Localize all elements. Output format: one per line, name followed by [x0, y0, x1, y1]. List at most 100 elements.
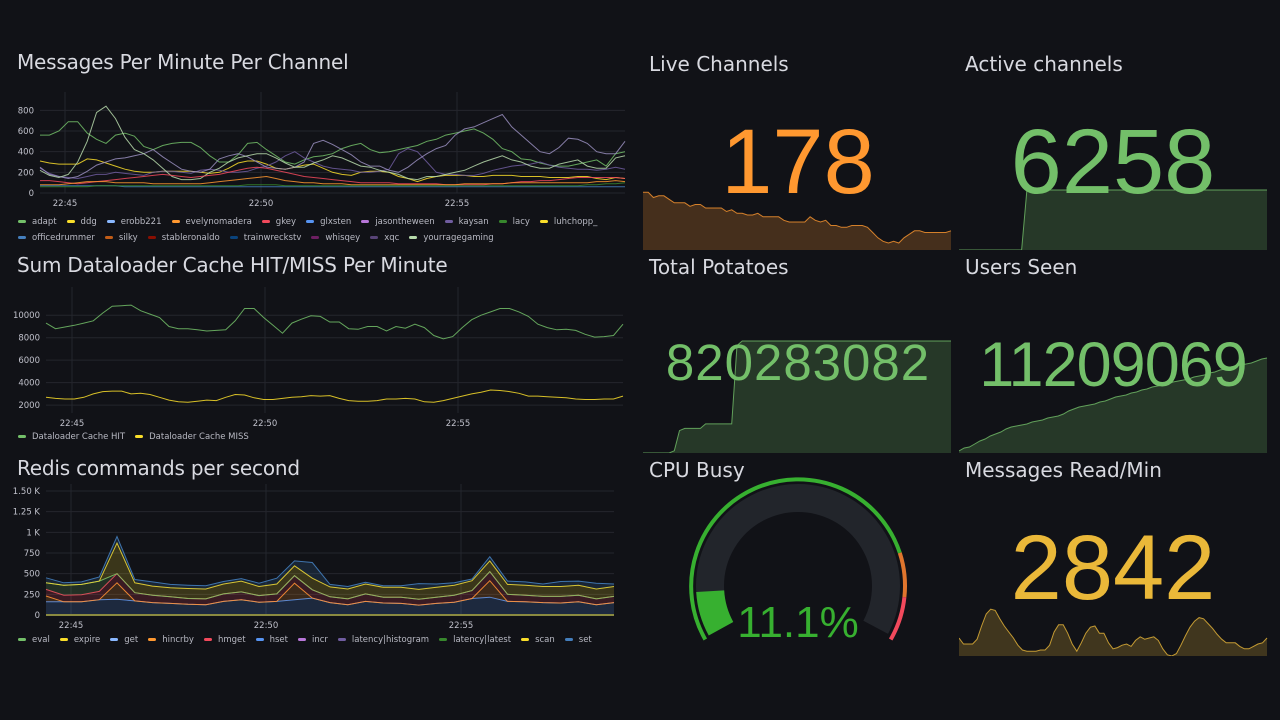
legend: Dataloader Cache HIT Dataloader Cache MIS… [18, 432, 259, 442]
legend: eval expire get hincrby hmget hset incr latency… [18, 635, 602, 645]
legend-item[interactable]: lacy [498, 214, 530, 230]
legend-item[interactable]: hset [255, 635, 288, 645]
legend-item[interactable]: hincrby [148, 635, 194, 645]
legend-item[interactable]: evelynomadera [171, 214, 252, 230]
legend-item[interactable]: scan [521, 635, 555, 645]
y-tick-label: 500 [24, 570, 40, 580]
legend-swatch [564, 638, 573, 641]
legend-item[interactable]: Dataloader Cache HIT [18, 432, 125, 442]
legend-swatch [297, 638, 306, 641]
total-potatoes-sparkline [643, 340, 951, 453]
legend-item[interactable]: ddg [66, 214, 97, 230]
legend-swatch [203, 638, 212, 641]
sparkline-line [959, 608, 1268, 656]
x-tick-label: 22:55 [445, 199, 470, 209]
series-line-Dataloader Cache HIT [45, 304, 624, 340]
panel-redis-commands[interactable]: Redis commands per second 0 250 500 750 1 K 1… [0, 456, 640, 656]
panel-live-channels[interactable]: Live Channels 178 [640, 50, 956, 250]
redis-chart[interactable]: 0 250 500 750 1 K 1.25 K 1.50 K 22:45 22:50 22:55 [0, 484, 640, 634]
panel-title: Messages Read/Min [965, 458, 1162, 482]
legend-label: officedrummer [32, 233, 95, 243]
legend-item[interactable]: xqc [370, 230, 399, 246]
panel-messages-per-minute[interactable]: Messages Per Minute Per Channel 0 200 400 6… [0, 50, 640, 250]
sparkline-line [959, 189, 1267, 250]
panel-active-channels[interactable]: Active channels 6258 [956, 50, 1270, 250]
legend-item[interactable]: erobb221 [106, 214, 162, 230]
legend-item[interactable]: glxsten [306, 214, 351, 230]
y-tick-label: 200 [18, 168, 34, 178]
panel-total-potatoes[interactable]: Total Potatoes 820283082 [640, 253, 956, 453]
legend-item[interactable]: eval [18, 635, 50, 645]
legend-item[interactable]: kaysan [444, 214, 489, 230]
panel-title: Total Potatoes [649, 255, 789, 279]
legend-swatch [18, 638, 26, 641]
legend-item[interactable]: expire [59, 635, 101, 645]
legend-item[interactable]: whisqey [311, 230, 360, 246]
series-line-officedrummer [40, 185, 625, 188]
legend-swatch [521, 638, 530, 641]
series-line-whisqey [39, 105, 626, 181]
panel-cpu-busy[interactable]: CPU Busy 11.1% [640, 456, 956, 656]
messages-chart[interactable]: 0 200 400 600 800 22:45 22:50 22:55 [0, 90, 640, 250]
legend-label: jasontheween [375, 217, 435, 227]
legend-item[interactable]: silky [104, 230, 138, 246]
series-line-lacy [40, 182, 626, 188]
legend-swatch [18, 435, 26, 438]
panel-messages-read[interactable]: Messages Read/Min 2842 [956, 456, 1270, 656]
legend-item[interactable]: officedrummer [18, 230, 95, 246]
series-line-set [45, 535, 615, 588]
y-tick-label: 1.25 K [13, 508, 41, 518]
x-tick-label: 22:45 [53, 199, 78, 209]
legend-label: set [578, 635, 592, 645]
legend-label: expire [73, 635, 101, 645]
legend-item[interactable]: get [110, 635, 138, 645]
legend-item[interactable]: latency|histogram [337, 635, 430, 645]
legend-item[interactable]: trainwreckstv [229, 230, 301, 246]
legend-label: xqc [384, 233, 400, 243]
legend-label: hset [269, 635, 288, 645]
legend-label: latency|latest [453, 635, 512, 645]
legend-swatch [106, 220, 115, 223]
legend-item[interactable]: gkey [261, 214, 296, 230]
gauge-value-arc [696, 589, 734, 636]
panel-users-seen[interactable]: Users Seen 11209069 [956, 253, 1270, 453]
live-channels-value: 178 [721, 111, 875, 213]
legend-item[interactable]: adapt [18, 214, 57, 230]
legend-item[interactable]: jasontheween [361, 214, 435, 230]
cache-chart[interactable]: 2000 4000 6000 8000 10000 22:45 22:50 22:55 [0, 285, 640, 435]
legend-swatch [444, 220, 453, 223]
legend-swatch [147, 236, 156, 239]
legend-label: Dataloader Cache MISS [149, 432, 249, 442]
panel-dataloader-cache[interactable]: Sum Dataloader Cache HIT/MISS Per Minute… [0, 253, 640, 453]
y-tick-label: 600 [18, 127, 34, 137]
legend-item[interactable]: latency|latest [439, 635, 511, 645]
legend-label: latency|histogram [351, 635, 430, 645]
legend-swatch [110, 638, 119, 641]
gauge-threshold-green [689, 477, 902, 641]
legend-item[interactable]: incr [297, 635, 328, 645]
legend-swatch [261, 220, 270, 223]
legend-item[interactable]: set [564, 635, 592, 645]
legend-label: lacy [512, 217, 530, 227]
legend-label: eval [32, 635, 50, 645]
sparkline-line [643, 191, 952, 244]
gauge-track [696, 484, 900, 634]
legend-item[interactable]: luhchopp_ [539, 214, 598, 230]
y-tick-label: 0 [35, 611, 40, 621]
legend-item[interactable]: Dataloader Cache MISS [135, 432, 249, 442]
y-tick-label: 10000 [13, 311, 40, 321]
x-tick-label: 22:50 [253, 419, 278, 429]
sparkline-line [959, 357, 1268, 452]
legend-label: silky [118, 233, 138, 243]
y-tick-label: 0 [29, 189, 34, 199]
sparkline-area [643, 192, 951, 250]
series-line-Dataloader Cache MISS [45, 389, 624, 403]
legend-item[interactable]: yourragegaming [409, 230, 494, 246]
legend-label: luhchopp_ [553, 217, 598, 227]
legend-item[interactable]: hmget [203, 635, 246, 645]
series-line-ddg [39, 158, 626, 183]
legend-swatch [255, 638, 264, 641]
legend-swatch [104, 236, 113, 239]
panel-title: CPU Busy [649, 458, 745, 482]
legend-item[interactable]: stableronaldo [147, 230, 220, 246]
